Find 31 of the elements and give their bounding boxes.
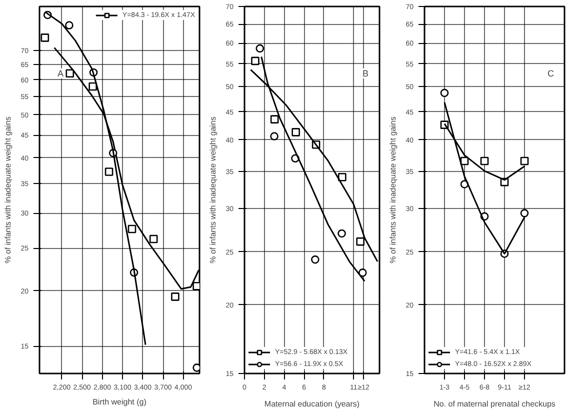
point xyxy=(358,268,367,277)
point xyxy=(66,69,74,78)
y-axis-title: % of infants with inadequate weight gains xyxy=(388,116,398,264)
point xyxy=(149,234,158,244)
annotation: A xyxy=(58,68,64,78)
x-axis-title: No. of maternal prenatal checkups xyxy=(434,400,556,408)
point xyxy=(270,132,278,140)
point xyxy=(480,156,489,166)
point xyxy=(270,115,279,124)
point xyxy=(88,82,97,91)
point xyxy=(338,229,346,238)
point xyxy=(128,224,136,234)
point xyxy=(311,255,320,264)
point xyxy=(171,292,180,301)
text: C xyxy=(548,68,554,78)
point xyxy=(338,172,346,182)
point xyxy=(440,88,449,98)
x-axis-title: Birth weight (g) xyxy=(92,398,147,406)
point xyxy=(292,128,300,136)
point xyxy=(104,168,114,176)
annotation: B xyxy=(362,68,369,78)
x-axis-title: Maternal education (years) xyxy=(264,400,360,408)
point xyxy=(356,237,364,246)
y-axis-title: % of infants with inadequate weight gains xyxy=(208,116,218,264)
point xyxy=(256,44,264,53)
point xyxy=(40,34,50,42)
point xyxy=(65,21,74,30)
y-axis-title: % of infants with inadequate weight gains xyxy=(4,116,13,264)
point xyxy=(251,56,260,66)
point xyxy=(520,156,529,166)
point xyxy=(520,209,529,218)
